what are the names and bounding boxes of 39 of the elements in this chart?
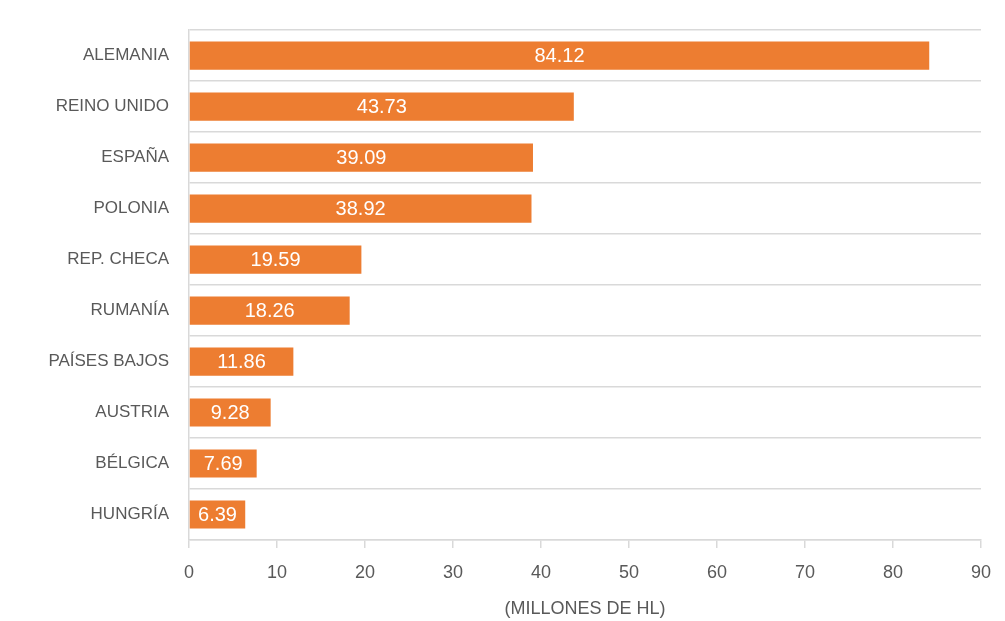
bar (189, 92, 574, 121)
bar (189, 143, 533, 172)
data-label: 39.09 (336, 146, 387, 169)
y-tick-label: BÉLGICA (95, 453, 170, 473)
data-label: 84.12 (534, 44, 585, 67)
x-tick-label: 30 (442, 561, 464, 582)
x-tick-label: 90 (970, 561, 991, 582)
x-tick-label: 50 (618, 561, 640, 582)
data-label: 19.59 (250, 248, 301, 271)
bar (189, 398, 271, 427)
y-tick-label: REP. CHECA (67, 249, 170, 269)
y-tick-label: RUMANÍA (90, 300, 170, 320)
x-axis-title: (MILLONES DE HL) (504, 598, 666, 619)
y-tick-label: ESPAÑA (101, 147, 170, 167)
bar (189, 194, 532, 223)
y-tick-label: AUSTRIA (95, 402, 170, 422)
y-tick-label: ALEMANIA (83, 45, 170, 65)
data-label: 43.73 (356, 95, 407, 118)
data-label: 18.26 (244, 299, 295, 322)
y-tick-label: POLONIA (93, 198, 170, 218)
data-label: 6.39 (198, 503, 237, 526)
data-label: 9.28 (210, 401, 250, 424)
x-tick-label: 70 (794, 561, 816, 582)
x-tick-label: 20 (354, 561, 376, 582)
bar (189, 449, 257, 478)
x-tick-label: 40 (530, 561, 552, 582)
x-tick-label: 60 (706, 561, 728, 582)
y-tick-label: HUNGRÍA (90, 504, 170, 524)
data-label: 38.92 (335, 197, 386, 220)
x-tick-label: 0 (183, 561, 195, 582)
bar (189, 41, 930, 70)
data-label: 7.69 (203, 452, 243, 475)
bar (189, 296, 350, 325)
bar (189, 245, 362, 274)
y-tick-label: REINO UNIDO (55, 96, 169, 116)
x-tick-label: 80 (882, 561, 904, 582)
x-tick-label: 10 (266, 561, 288, 582)
y-tick-label: PAÍSES BAJOS (48, 351, 169, 371)
data-label: 11.86 (217, 350, 266, 373)
